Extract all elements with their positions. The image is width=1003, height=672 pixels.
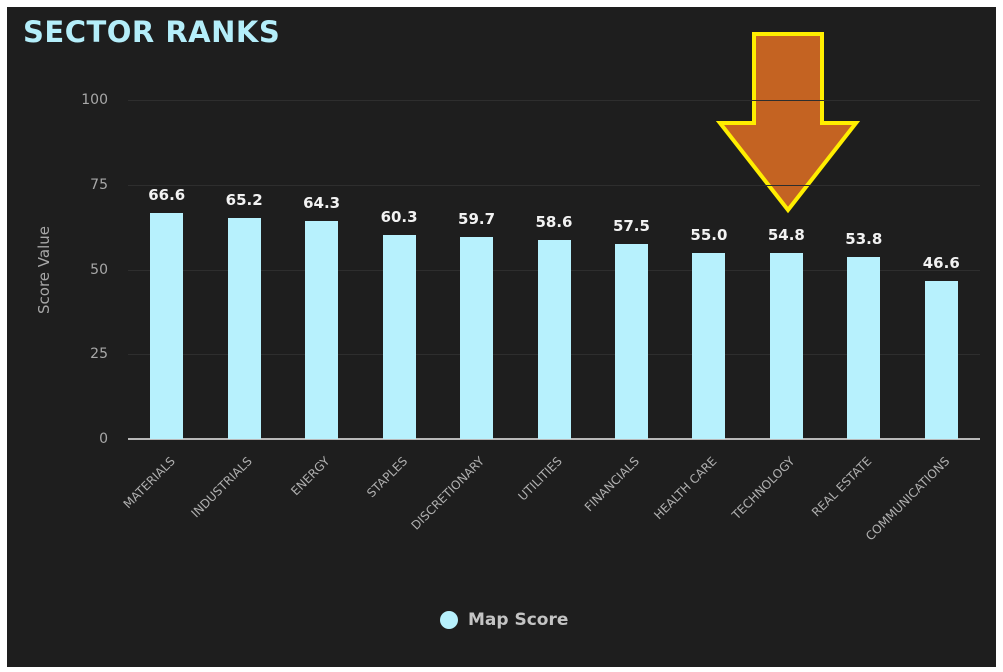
chart-title: SECTOR RANKS bbox=[23, 15, 281, 49]
gridline bbox=[128, 184, 980, 186]
y-tick-label: 0 bbox=[99, 431, 108, 447]
legend-item[interactable]: Map Score bbox=[440, 610, 568, 630]
y-axis-label: Score Value bbox=[35, 226, 53, 314]
legend-label: Map Score bbox=[468, 610, 569, 630]
bar[interactable] bbox=[537, 240, 571, 439]
value-label: 60.3 bbox=[380, 207, 418, 226]
legend-marker-icon bbox=[440, 611, 458, 629]
value-label: 46.6 bbox=[922, 254, 960, 273]
bar[interactable] bbox=[305, 221, 339, 439]
value-label: 54.8 bbox=[767, 226, 805, 245]
bar[interactable] bbox=[692, 252, 726, 439]
gridline bbox=[128, 100, 980, 101]
bar[interactable] bbox=[924, 281, 958, 439]
down-arrow-icon bbox=[715, 32, 861, 214]
value-label: 58.6 bbox=[535, 213, 573, 232]
bar[interactable] bbox=[460, 236, 494, 439]
bar[interactable] bbox=[382, 234, 416, 439]
value-label: 53.8 bbox=[845, 229, 883, 248]
value-label: 66.6 bbox=[148, 186, 186, 205]
y-tick-label: 25 bbox=[90, 346, 108, 363]
bar[interactable] bbox=[227, 217, 261, 439]
y-tick-label: 75 bbox=[90, 176, 108, 193]
value-label: 55.0 bbox=[690, 225, 728, 244]
value-label: 64.3 bbox=[303, 194, 341, 213]
bar[interactable] bbox=[847, 256, 881, 439]
x-axis-line bbox=[128, 438, 980, 440]
y-tick-label: 100 bbox=[81, 92, 108, 108]
bar[interactable] bbox=[150, 213, 184, 439]
bar[interactable] bbox=[769, 253, 803, 439]
value-label: 59.7 bbox=[458, 209, 496, 228]
value-label: 57.5 bbox=[612, 217, 650, 236]
bar[interactable] bbox=[614, 244, 648, 439]
y-tick-label: 50 bbox=[90, 261, 108, 278]
value-label: 65.2 bbox=[225, 190, 263, 209]
